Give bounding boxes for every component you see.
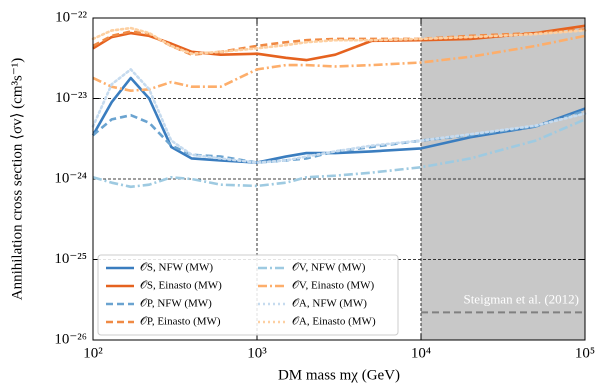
legend-label: 𝒪S, NFW (MW) [140, 262, 213, 274]
legend-box [97, 254, 399, 336]
series-line [92, 118, 586, 189]
series-line [92, 34, 586, 92]
x-tick-label: 10⁵ [575, 345, 595, 361]
legend-label: 𝒪A, Einasto (MW) [292, 316, 376, 328]
legend-label: 𝒪P, NFW (MW) [140, 298, 212, 310]
legend-label: 𝒪V, NFW (MW) [292, 262, 366, 274]
x-axis-label: DM mass mχ (GeV) [278, 367, 400, 383]
series-line [91, 68, 587, 164]
plot-frame [92, 17, 586, 341]
x-tick-label: 10⁴ [411, 345, 431, 361]
y-tick-label: 10⁻²⁶ [54, 331, 87, 347]
x-tick-label: 10² [83, 345, 103, 361]
y-tick-label: 10⁻²⁴ [54, 170, 87, 186]
y-tick-label: 10⁻²³ [55, 90, 87, 106]
y-tick-label: 10⁻²⁵ [54, 251, 87, 267]
legend-label: 𝒪V, Einasto (MW) [292, 280, 375, 292]
series-line [91, 76, 586, 164]
series-line [92, 24, 586, 62]
legend-label: 𝒪S, Einasto (MW) [140, 280, 222, 292]
series-line [91, 26, 587, 56]
reference-label: Steigman et al. (2012) [463, 291, 579, 306]
legend-label: 𝒪P, Einasto (MW) [140, 316, 221, 328]
x-tick-label: 10³ [247, 345, 267, 361]
y-axis-label: Annihilation cross section ⟨σv⟩ (cm³s⁻¹) [9, 58, 25, 301]
series-line [92, 28, 586, 57]
legend-label: 𝒪A, NFW (MW) [292, 298, 367, 310]
y-tick-label: 10⁻²² [55, 9, 87, 25]
